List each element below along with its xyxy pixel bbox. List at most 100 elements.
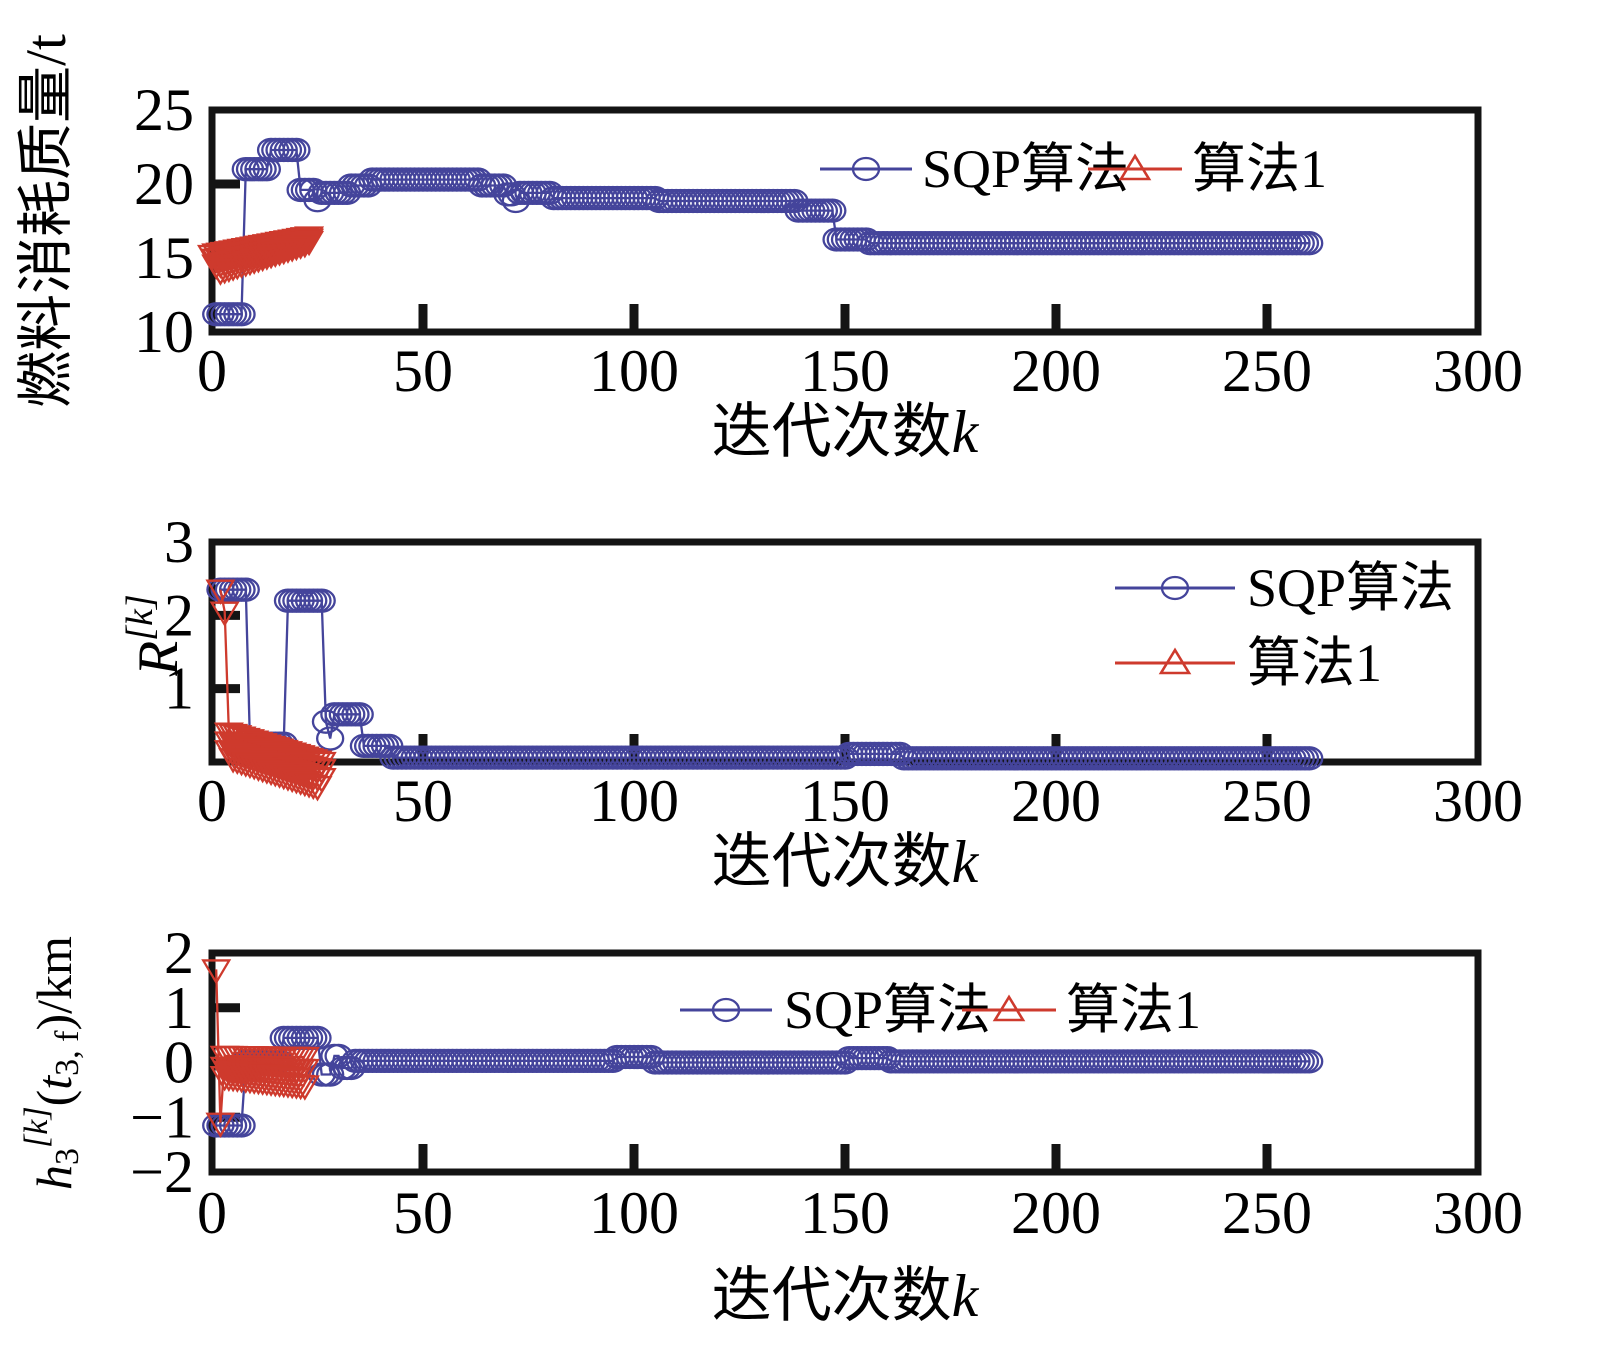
data-marker xyxy=(201,959,232,985)
axes: 0 50 100 150 200 250 300 10 15 20 25 xyxy=(134,77,1523,404)
y-tick-label: 2 xyxy=(164,920,194,986)
data-marker xyxy=(307,588,336,613)
data-marker xyxy=(243,248,274,274)
legend-marker xyxy=(851,156,881,182)
data-marker xyxy=(281,235,312,262)
x-tick-label: 0 xyxy=(197,338,227,404)
chart-fuel-mass: 0 50 100 150 200 250 300 10 15 20 25 SQP算法 算法1 迭代次数k 燃… xyxy=(15,34,1524,465)
x-tick-label: 150 xyxy=(800,1180,890,1246)
data-marker xyxy=(272,238,303,264)
legend: SQP算法 算法1 xyxy=(680,980,1201,1040)
legend-label: 算法1 xyxy=(1247,633,1382,693)
series-sqp xyxy=(202,1025,1324,1138)
data-marker xyxy=(256,244,287,270)
y-axis-title: h3[k](t3, f)/km xyxy=(18,936,86,1190)
x-tick-label: 50 xyxy=(393,768,453,834)
data-marker xyxy=(281,1067,312,1094)
data-marker xyxy=(1295,1049,1324,1074)
legend: SQP算法算法1 xyxy=(820,139,1327,199)
series-sqp xyxy=(206,577,1324,771)
data-marker xyxy=(231,577,260,602)
y-tick-label: 20 xyxy=(134,151,194,217)
axes-frame xyxy=(208,106,1482,336)
data-marker xyxy=(227,302,256,327)
data-marker xyxy=(251,245,282,271)
legend-marker xyxy=(992,994,1026,1022)
x-axis-title: 迭代次数k xyxy=(712,399,980,465)
legend-label: 算法1 xyxy=(1066,980,1201,1040)
data-marker xyxy=(289,233,320,259)
x-tick-label: 50 xyxy=(393,1180,453,1246)
data-marker xyxy=(1295,231,1324,256)
legend-marker xyxy=(1158,647,1192,675)
data-marker xyxy=(302,776,333,802)
data-marker xyxy=(282,137,311,163)
y-tick-label: 25 xyxy=(134,77,194,143)
x-tick-label: 200 xyxy=(1011,338,1101,404)
data-marker xyxy=(285,234,316,260)
x-tick-label: 50 xyxy=(393,338,453,404)
data-marker xyxy=(316,726,345,751)
data-marker xyxy=(818,198,847,223)
series-sqp xyxy=(202,137,1324,327)
data-marker xyxy=(260,242,291,269)
x-tick-label: 100 xyxy=(589,1180,679,1246)
data-marker xyxy=(298,774,329,801)
series-alg1 xyxy=(213,1060,312,1094)
x-tick-label: 0 xyxy=(197,768,227,834)
data-marker xyxy=(264,241,295,267)
x-tick-label: 200 xyxy=(1011,1180,1101,1246)
data-marker xyxy=(289,771,320,798)
y-tick-label: 1 xyxy=(164,656,194,722)
legend-marker xyxy=(711,997,741,1023)
x-tick-label: 300 xyxy=(1433,1180,1523,1246)
data-marker xyxy=(1295,746,1324,771)
legend-marker xyxy=(1160,575,1190,601)
data-marker xyxy=(226,253,257,279)
x-tick-label: 250 xyxy=(1222,338,1312,404)
data-marker xyxy=(218,256,249,282)
y-tick-label: 1 xyxy=(164,975,194,1041)
data-marker xyxy=(205,1112,236,1138)
data-marker xyxy=(227,1113,256,1138)
y-tick-label: −1 xyxy=(130,1084,194,1150)
data-marker xyxy=(239,249,270,275)
y-axis-title: R[k] xyxy=(119,594,190,676)
x-tick-label: 100 xyxy=(589,338,679,404)
x-tick-label: 150 xyxy=(800,768,890,834)
data-marker xyxy=(209,259,240,285)
legend-label: 算法1 xyxy=(1192,139,1327,199)
y-tick-label: 2 xyxy=(164,582,194,648)
data-marker xyxy=(234,250,265,277)
data-marker xyxy=(209,601,240,627)
data-marker xyxy=(247,246,278,273)
data-marker xyxy=(268,239,299,266)
series-alg1 xyxy=(205,233,320,286)
y-tick-label: 3 xyxy=(164,509,194,575)
x-axis-title: 迭代次数k xyxy=(712,1263,980,1329)
data-marker xyxy=(345,702,374,727)
axes-frame xyxy=(208,949,1482,1176)
y-tick-label: −2 xyxy=(130,1139,194,1205)
x-tick-label: 200 xyxy=(1011,768,1101,834)
series-line xyxy=(220,588,1310,760)
legend-label: SQP算法 xyxy=(1247,558,1454,618)
x-tick-label: 250 xyxy=(1222,1180,1312,1246)
x-tick-label: 300 xyxy=(1433,338,1523,404)
data-marker xyxy=(205,260,236,286)
data-marker xyxy=(230,252,261,278)
x-tick-label: 0 xyxy=(197,1180,227,1246)
x-tick-label: 300 xyxy=(1433,768,1523,834)
x-tick-label: 150 xyxy=(800,338,890,404)
legend-label: SQP算法 xyxy=(784,980,991,1040)
legend-marker xyxy=(1118,153,1152,181)
data-marker xyxy=(205,579,236,605)
x-axis-title: 迭代次数k xyxy=(712,829,980,895)
data-marker xyxy=(294,773,325,799)
x-tick-label: 250 xyxy=(1222,768,1312,834)
y-axis-title: 燃料消耗质量/t xyxy=(15,34,78,408)
